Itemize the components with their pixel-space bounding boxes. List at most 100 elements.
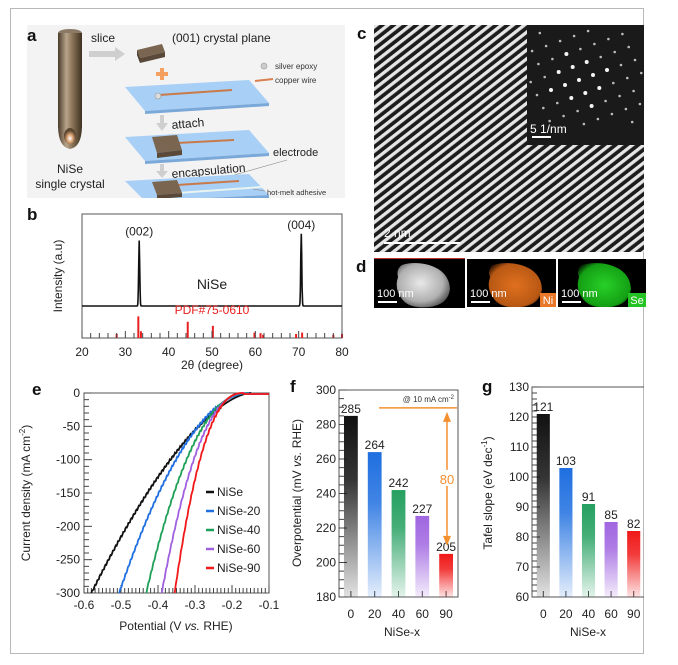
diffraction-spot bbox=[627, 45, 630, 49]
diffraction-spot bbox=[562, 114, 565, 118]
xrd-x-tick-label: 60 bbox=[249, 345, 263, 359]
legend-label: NiSe-40 bbox=[217, 523, 261, 537]
overpotential-y-axis-label: Overpotential (mV vs. RHE) bbox=[290, 419, 304, 567]
f-bar-0 bbox=[343, 415, 358, 597]
lsv-y-axis-label: Current density (mA cm-2) bbox=[18, 425, 33, 562]
diffraction-spot bbox=[584, 60, 589, 64]
diffraction-spot bbox=[619, 63, 623, 67]
lsv-y-tick-label: -50 bbox=[63, 419, 81, 433]
lsv-y-tick-label: -250 bbox=[56, 553, 80, 567]
se-tag-bg bbox=[628, 293, 646, 307]
lsv-y-tick-label: -300 bbox=[56, 586, 80, 600]
diffraction-spot bbox=[579, 47, 582, 51]
g-y-tick-label: 100 bbox=[509, 470, 529, 484]
adhesive-leader bbox=[252, 188, 266, 192]
diffraction-spot bbox=[591, 73, 595, 77]
scale-label-ni: 100 nm bbox=[470, 288, 507, 300]
diffraction-spot bbox=[626, 76, 629, 80]
crystal-slice bbox=[137, 44, 165, 63]
hrtem-image: 5 1/nm 2 nm bbox=[374, 25, 644, 252]
diffraction-spot bbox=[582, 122, 586, 126]
slice-label: slice bbox=[91, 31, 115, 45]
xrd-x-axis-label: 2θ (degree) bbox=[181, 358, 243, 372]
diffraction-spot bbox=[632, 89, 635, 93]
scale-label-haadf: 100 nm bbox=[377, 288, 414, 300]
diffraction-spot bbox=[538, 31, 542, 35]
overpotential-x-axis-label: NiSe-x bbox=[384, 625, 420, 639]
lsv-y-tick-label: -150 bbox=[56, 486, 80, 500]
diffraction-spot bbox=[599, 55, 602, 59]
g-y-tick-label: 60 bbox=[516, 590, 530, 604]
plane-label: (001) crystal plane bbox=[172, 31, 271, 45]
panel-label-c: c bbox=[357, 24, 367, 43]
current-density-annotation: @ 10 mA cm-2 bbox=[403, 395, 455, 404]
diffraction-spot bbox=[572, 34, 576, 38]
diffraction-spot bbox=[569, 96, 574, 100]
diffraction-spot bbox=[556, 70, 561, 74]
g-bar-value-label: 103 bbox=[556, 454, 576, 468]
g-y-tick-label: 130 bbox=[509, 380, 529, 394]
silver-epoxy-label: silver epoxy bbox=[275, 62, 317, 71]
diffraction-spot bbox=[610, 112, 614, 116]
xrd-x-tick-label: 50 bbox=[205, 345, 219, 359]
diffraction-spot bbox=[529, 80, 532, 84]
f-bar-value-label: 264 bbox=[365, 438, 385, 452]
silver-epoxy-icon bbox=[260, 62, 268, 70]
diffraction-spot bbox=[618, 94, 621, 98]
particle-ni bbox=[488, 263, 542, 307]
xrd-x-tick-label: 80 bbox=[335, 345, 349, 359]
panel-label-b: b bbox=[27, 205, 38, 224]
f-y-tick-label: 200 bbox=[316, 556, 336, 570]
diffraction-spot bbox=[543, 75, 546, 79]
crystal-label-line1: NiSe bbox=[57, 162, 83, 176]
substrate-attached bbox=[125, 130, 269, 164]
copper-wire-label: copper wire bbox=[275, 76, 317, 85]
g-bar-20 bbox=[559, 468, 573, 597]
xrd-x-tick-label: 70 bbox=[292, 345, 306, 359]
particle-haadf bbox=[396, 263, 450, 308]
xrd-x-tick-label: 40 bbox=[162, 345, 176, 359]
g-x-tick-label: 60 bbox=[604, 607, 618, 621]
adhesive-label: hot-melt adhesive bbox=[267, 188, 326, 197]
lsv-curve-nise-90 bbox=[173, 392, 269, 594]
diffraction-spot bbox=[551, 57, 554, 61]
diffraction-spot bbox=[604, 99, 607, 103]
diffraction-spot bbox=[633, 58, 637, 62]
f-bar-90 bbox=[439, 553, 454, 597]
diffraction-spot bbox=[563, 83, 567, 87]
g-y-tick-label: 90 bbox=[516, 500, 530, 514]
diffraction-spot bbox=[621, 32, 624, 36]
f-bar-value-label: 242 bbox=[388, 476, 408, 490]
lsv-y-tick-label: -100 bbox=[56, 453, 80, 467]
g-bar-0 bbox=[536, 414, 550, 597]
g-bar-value-label: 91 bbox=[582, 490, 596, 504]
diffraction-spot bbox=[576, 109, 579, 113]
scale-label-se: 100 nm bbox=[561, 288, 598, 300]
diffraction-spot bbox=[638, 102, 642, 106]
diffraction-spot bbox=[558, 39, 562, 43]
f-bar-value-label: 285 bbox=[341, 402, 361, 416]
peak-label-004: (004) bbox=[287, 218, 315, 232]
g-bar-90 bbox=[627, 531, 641, 597]
lsv-chart: 0 -50 -100 -150 -200 -250 -300 -0.6 -0.5 -0.4 -0.… bbox=[18, 386, 280, 633]
g-x-tick-label: 90 bbox=[627, 607, 641, 621]
panel-label-g: g bbox=[482, 377, 493, 396]
diffraction-spot bbox=[593, 42, 596, 46]
difference-label: 80 bbox=[440, 472, 454, 487]
diffraction-spot bbox=[596, 117, 600, 121]
particle-se bbox=[577, 263, 631, 307]
copper-wire-icon bbox=[254, 78, 274, 82]
haadf-tile: 100 nm bbox=[374, 258, 465, 308]
electrode-label: electrode bbox=[273, 147, 318, 159]
diffraction-spot bbox=[548, 119, 551, 123]
diffraction-spot bbox=[607, 37, 610, 41]
lsv-x-tick-label: -0.1 bbox=[259, 598, 280, 612]
encapsulation-arrow-icon bbox=[156, 164, 168, 178]
diffraction-spots bbox=[529, 29, 643, 126]
g-bar-value-label: 82 bbox=[627, 517, 641, 531]
f-bar-60 bbox=[415, 515, 430, 597]
lsv-x-tick-label: -0.3 bbox=[185, 598, 206, 612]
attach-label: attach bbox=[171, 115, 205, 132]
xrd-sample-label: NiSe bbox=[197, 276, 228, 292]
